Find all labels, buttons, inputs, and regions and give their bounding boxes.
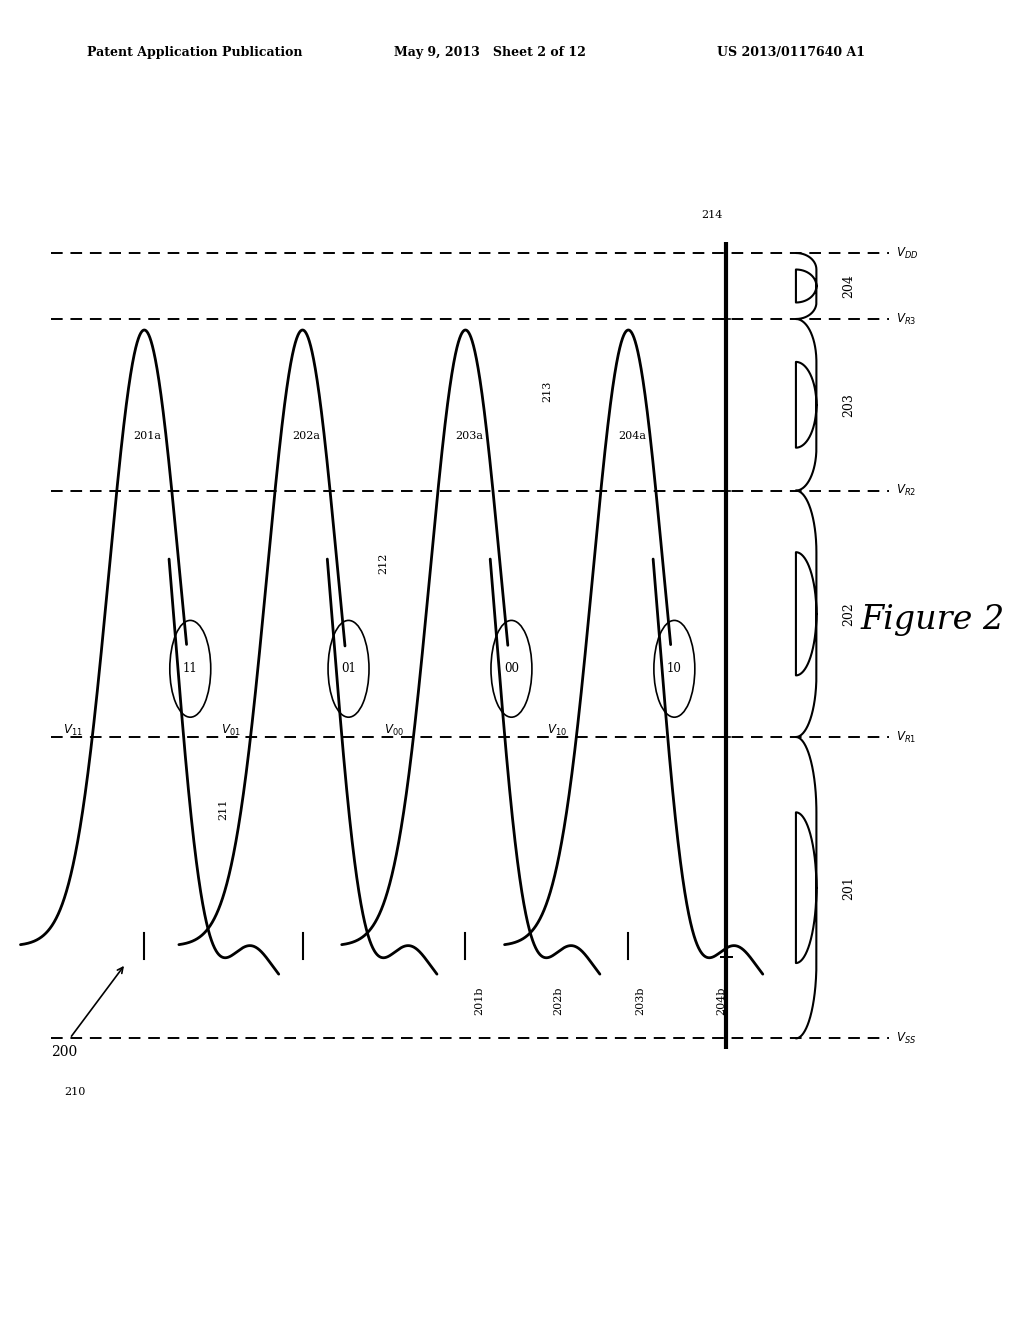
Text: 213: 213 (543, 380, 552, 403)
Text: 204: 204 (843, 275, 855, 298)
Text: 200: 200 (51, 1045, 78, 1059)
Text: May 9, 2013   Sheet 2 of 12: May 9, 2013 Sheet 2 of 12 (394, 46, 586, 59)
Text: 202a: 202a (292, 430, 319, 441)
Text: $V_{R2}$: $V_{R2}$ (896, 483, 916, 498)
Text: 202b: 202b (554, 987, 563, 1015)
Text: $V_{R1}$: $V_{R1}$ (896, 730, 916, 744)
Text: 203a: 203a (455, 430, 483, 441)
Text: $V_{11}$: $V_{11}$ (62, 723, 82, 738)
Text: 203b: 203b (635, 987, 645, 1015)
Text: 212: 212 (379, 552, 388, 574)
Text: 201: 201 (843, 875, 855, 900)
Text: $V_{00}$: $V_{00}$ (384, 723, 403, 738)
Text: 204b: 204b (717, 987, 726, 1015)
Text: 01: 01 (341, 663, 356, 676)
Text: 00: 00 (504, 663, 519, 676)
Text: $V_{R3}$: $V_{R3}$ (896, 312, 916, 326)
Text: 10: 10 (667, 663, 682, 676)
Text: $V_{01}$: $V_{01}$ (221, 723, 241, 738)
Text: 202: 202 (843, 602, 855, 626)
Text: 204a: 204a (617, 430, 646, 441)
Text: 203: 203 (843, 393, 855, 417)
Text: $V_{10}$: $V_{10}$ (547, 723, 566, 738)
Text: US 2013/0117640 A1: US 2013/0117640 A1 (717, 46, 865, 59)
Text: 201a: 201a (134, 430, 162, 441)
Text: 201b: 201b (474, 987, 484, 1015)
Text: 210: 210 (63, 1086, 85, 1097)
Text: Figure 2: Figure 2 (860, 605, 1005, 636)
Text: Patent Application Publication: Patent Application Publication (87, 46, 302, 59)
Text: 11: 11 (183, 663, 198, 676)
Text: 211: 211 (218, 799, 228, 820)
Text: $V_{SS}$: $V_{SS}$ (896, 1031, 916, 1045)
Text: 214: 214 (701, 210, 723, 220)
Text: $V_{DD}$: $V_{DD}$ (896, 246, 919, 260)
